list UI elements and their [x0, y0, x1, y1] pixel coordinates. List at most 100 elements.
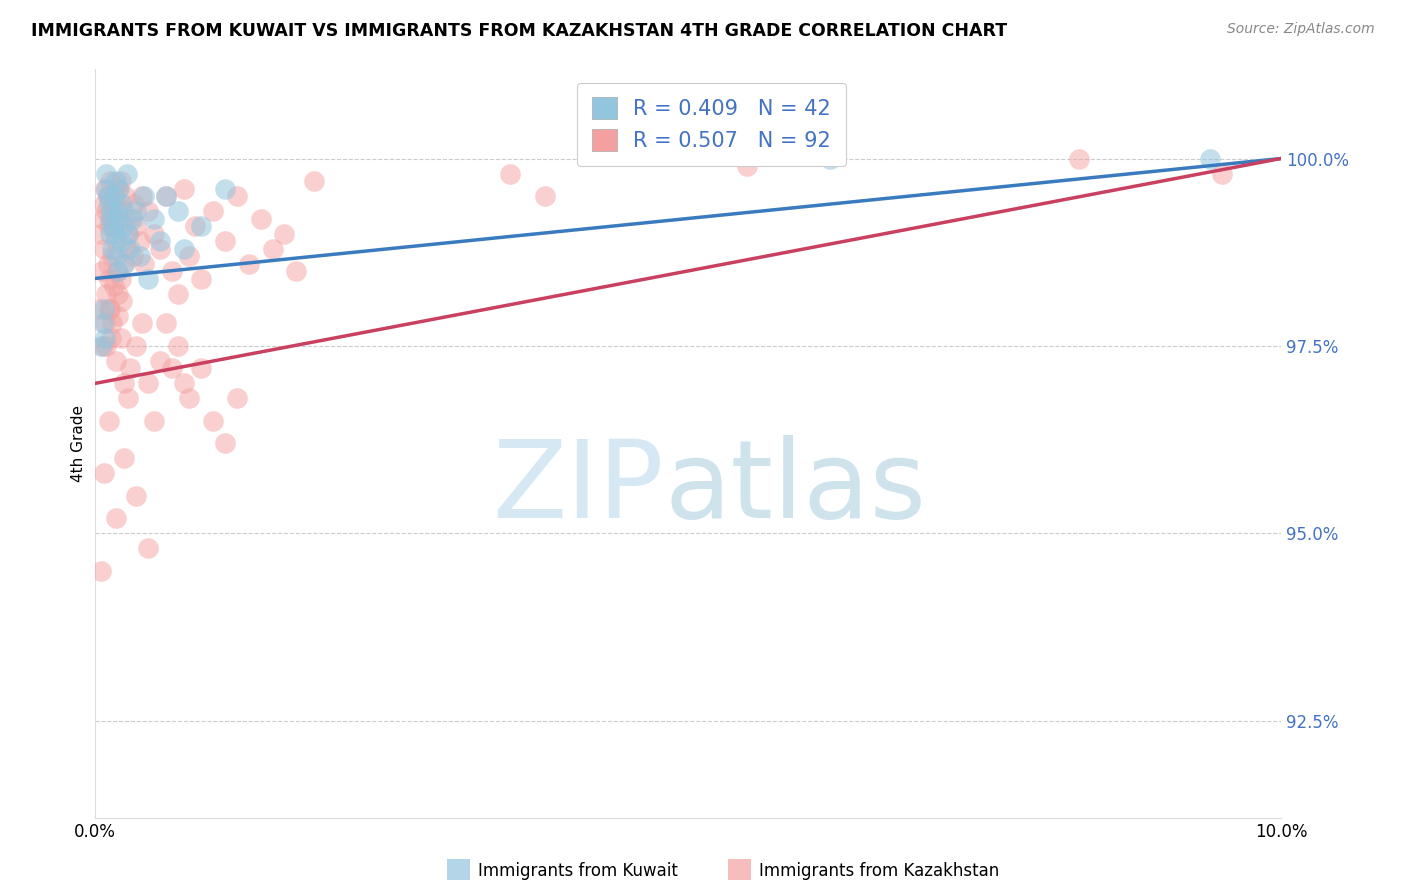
Point [111, 293, 134, 308]
Text: Source: ZipAtlas.com: Source: ZipAtlas.com [1227, 22, 1375, 37]
Point [107, 181, 129, 195]
Point [173, 376, 195, 391]
Point [93, 467, 115, 481]
Point [101, 249, 124, 263]
Point [1211, 167, 1233, 181]
Point [89, 227, 111, 241]
Point [104, 354, 127, 368]
Point [125, 204, 148, 219]
Point [112, 256, 135, 270]
Point [128, 234, 150, 248]
Point [112, 256, 135, 270]
Point [114, 189, 136, 203]
Point [97, 256, 120, 270]
Point [98, 211, 121, 226]
Point [112, 204, 135, 219]
Point [101, 219, 124, 233]
Point [105, 264, 128, 278]
Point [131, 189, 153, 203]
Point [166, 286, 188, 301]
Point [499, 167, 522, 181]
Point [104, 227, 127, 241]
Point [173, 181, 195, 195]
Point [115, 167, 138, 181]
Point [101, 242, 124, 256]
Point [226, 189, 249, 203]
Point [93, 242, 115, 256]
Point [91, 211, 114, 226]
Point [184, 219, 207, 233]
Point [107, 204, 129, 219]
Point [120, 361, 142, 376]
Point [110, 234, 132, 248]
Point [97, 219, 120, 233]
Point [166, 339, 188, 353]
Text: Immigrants from Kazakhstan: Immigrants from Kazakhstan [759, 863, 1000, 880]
Point [93, 196, 115, 211]
Point [112, 376, 135, 391]
Point [117, 392, 139, 406]
Point [136, 271, 159, 285]
Point [108, 211, 131, 226]
Point [89, 564, 111, 578]
Point [1198, 152, 1220, 166]
Point [735, 159, 758, 173]
Point [104, 249, 127, 263]
Point [94, 181, 117, 195]
Point [534, 189, 557, 203]
Point [285, 264, 308, 278]
Point [108, 181, 131, 195]
Point [96, 167, 118, 181]
Point [107, 309, 129, 323]
Point [89, 339, 111, 353]
Text: ZIP: ZIP [492, 435, 664, 541]
Point [214, 181, 236, 195]
Point [121, 211, 143, 226]
Point [155, 189, 177, 203]
Point [98, 227, 121, 241]
Point [111, 196, 134, 211]
Point [117, 227, 139, 241]
Point [100, 204, 122, 219]
Point [89, 301, 111, 316]
Text: Immigrants from Kuwait: Immigrants from Kuwait [478, 863, 678, 880]
Point [93, 301, 115, 316]
Point [94, 317, 117, 331]
Text: atlas: atlas [664, 435, 927, 541]
Point [97, 189, 120, 203]
Point [136, 376, 159, 391]
Point [122, 196, 145, 211]
Point [97, 196, 120, 211]
Point [190, 271, 212, 285]
Point [134, 256, 156, 270]
Point [107, 286, 129, 301]
Point [97, 271, 120, 285]
Point [202, 414, 225, 428]
Point [98, 301, 121, 316]
Point [103, 279, 125, 293]
Point [142, 211, 165, 226]
Point [179, 249, 201, 263]
Point [104, 204, 127, 219]
Point [155, 189, 177, 203]
Point [136, 541, 159, 556]
Point [134, 189, 156, 203]
Point [104, 174, 127, 188]
Point [179, 392, 201, 406]
Point [110, 331, 132, 345]
Point [96, 339, 118, 353]
Point [103, 189, 125, 203]
Point [100, 331, 122, 345]
Point [214, 234, 236, 248]
Point [249, 211, 271, 226]
Point [94, 331, 117, 345]
Point [101, 317, 124, 331]
Point [91, 317, 114, 331]
Point [96, 286, 118, 301]
Point [105, 211, 128, 226]
Point [120, 242, 142, 256]
Point [190, 219, 212, 233]
Point [97, 301, 120, 316]
Point [98, 174, 121, 188]
Point [160, 264, 183, 278]
